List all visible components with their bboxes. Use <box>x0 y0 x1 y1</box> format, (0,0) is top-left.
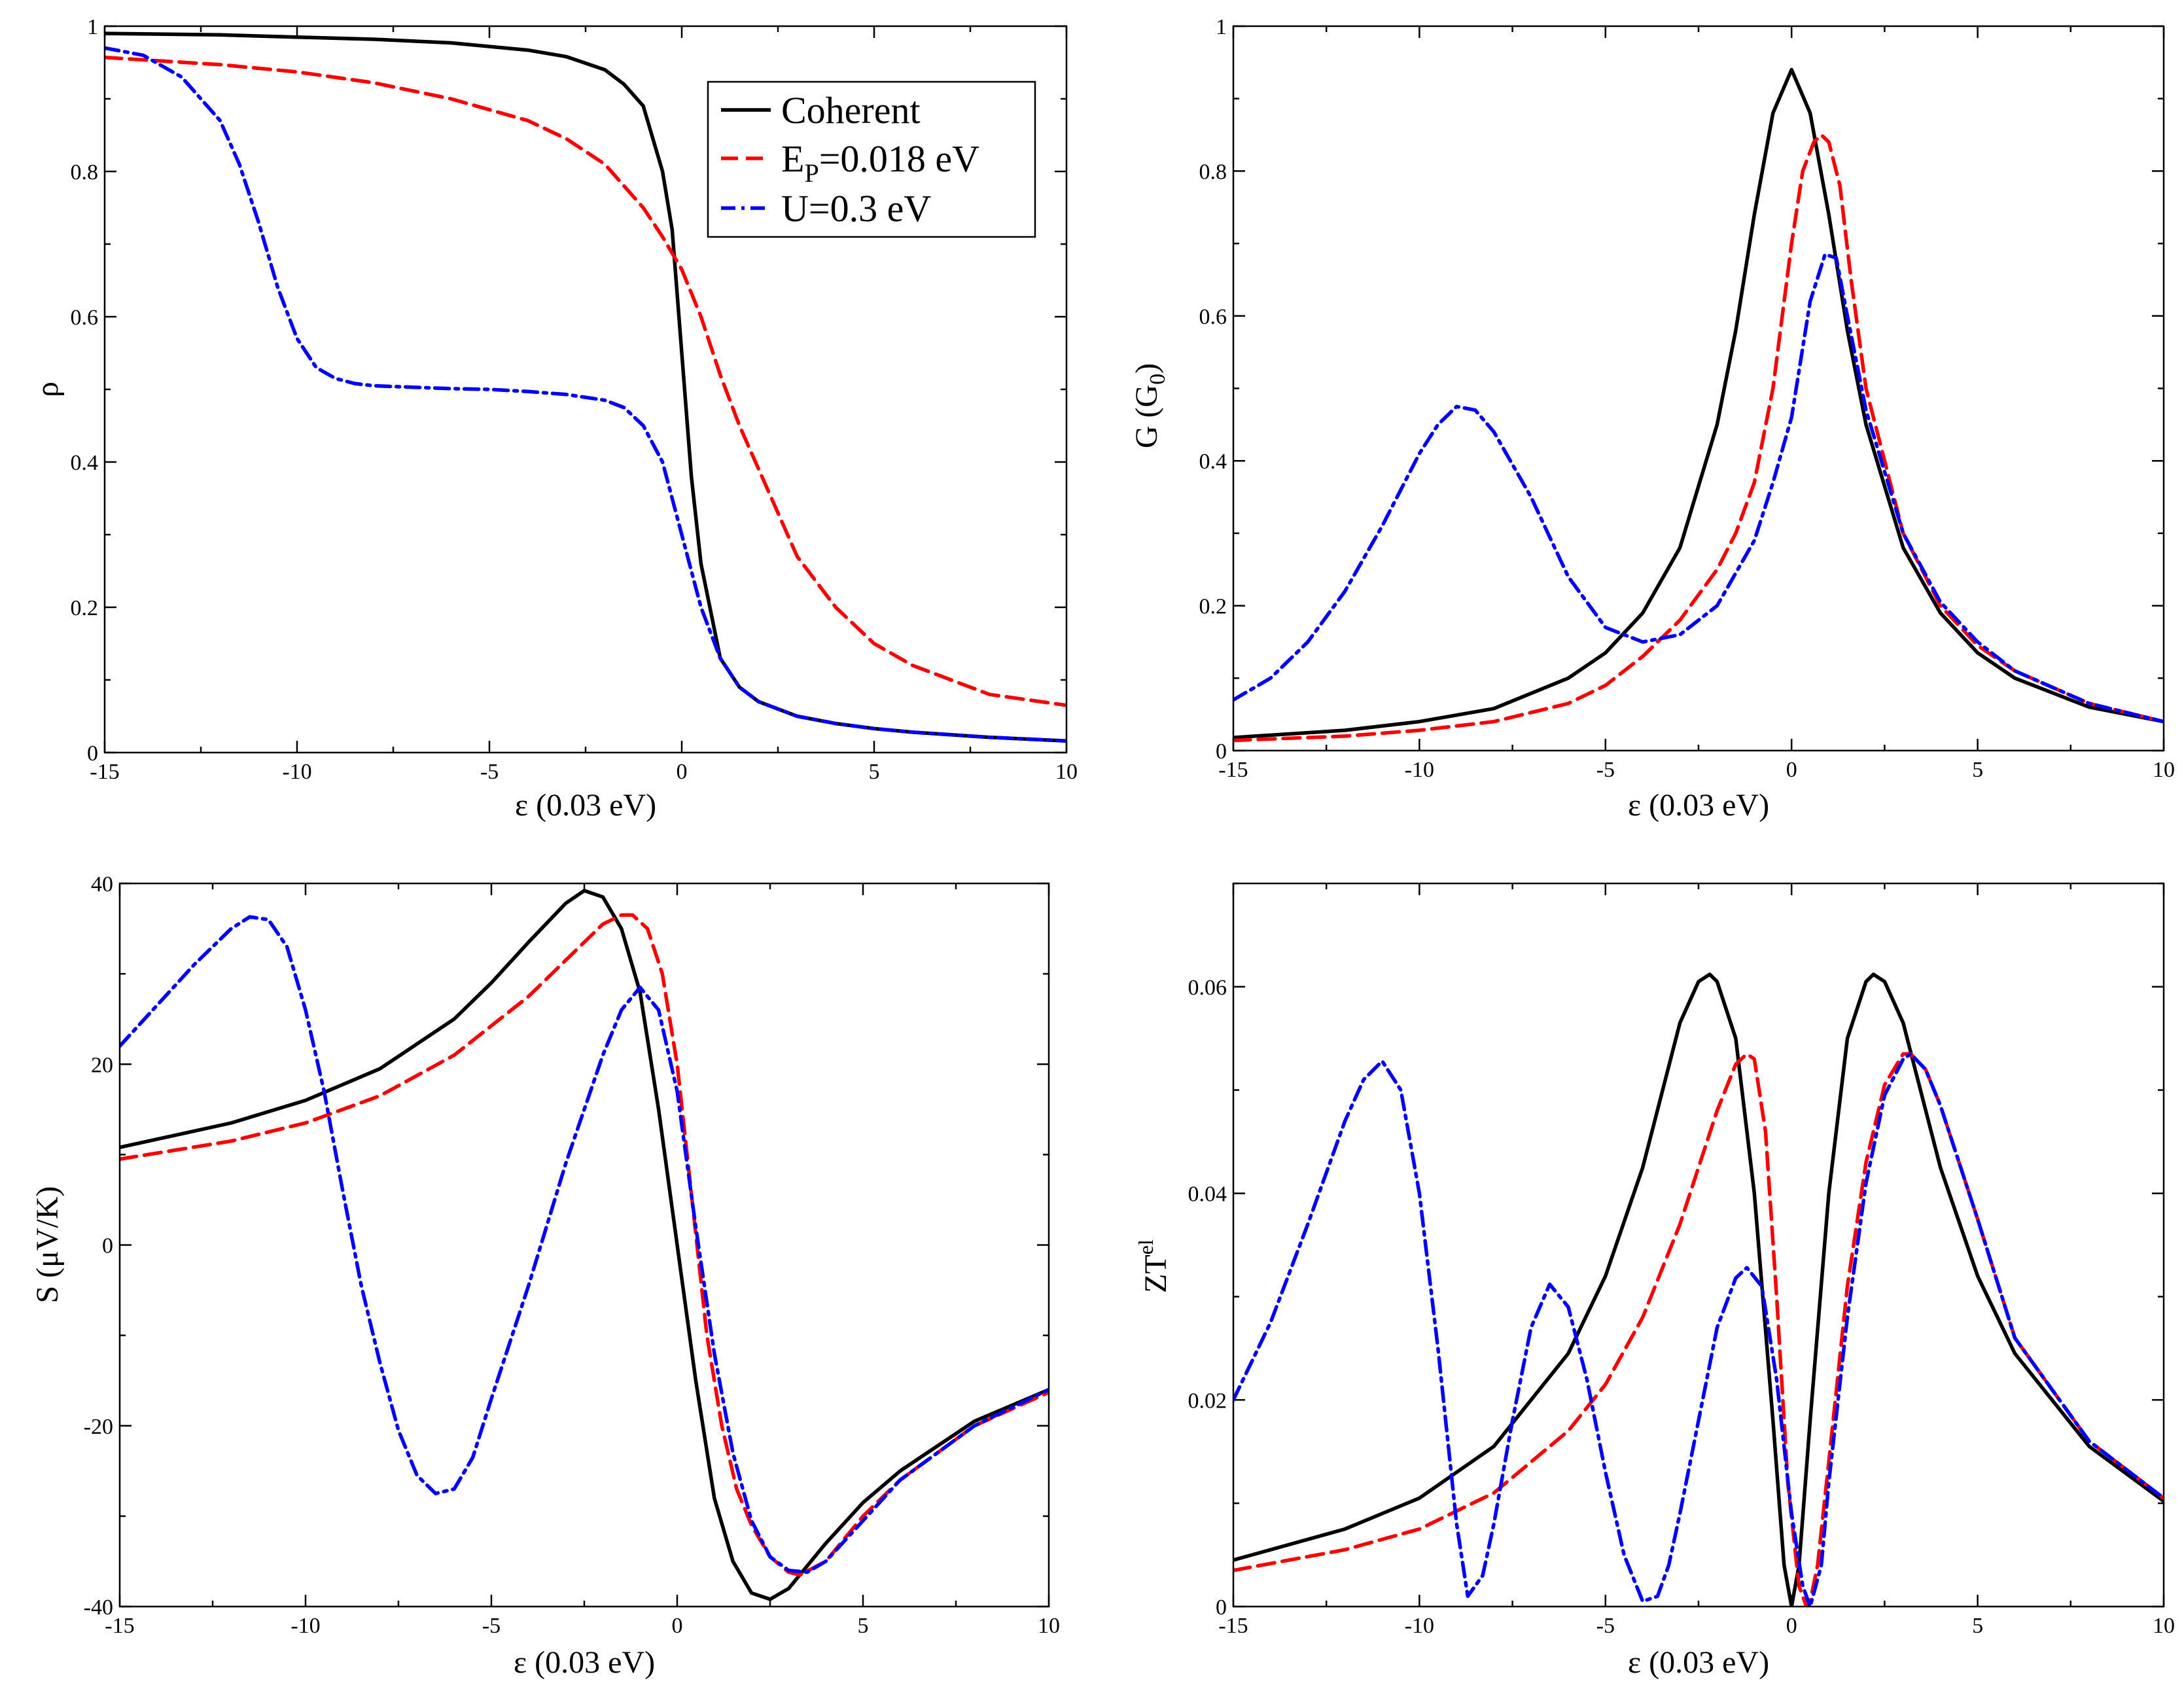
rho-y-axis-label: ρ <box>30 382 65 397</box>
zt-series-coherent <box>1233 972 2164 1607</box>
conductance-plot-area: -15 -10 -5 0 5 10 0 0.2 0.4 0.6 0.8 1 <box>1199 15 2175 782</box>
seebeck-plot-area: -15 -10 -5 0 5 10 -40 -20 0 20 40 <box>84 872 1060 1638</box>
conductance-x-axis-label: ε (0.03 eV) <box>1628 788 1769 823</box>
seebeck-x-tick-label: 5 <box>858 1614 869 1638</box>
rho-x-tick-label: -10 <box>282 760 311 784</box>
seebeck-x-tick-label: -15 <box>105 1614 134 1638</box>
seebeck-y-tick-label: 20 <box>91 1053 113 1077</box>
conductance-x-tick-label: -15 <box>1218 758 1248 782</box>
legend-label-coulomb: U=0.3 eV <box>781 187 931 230</box>
zt-x-tick-label: 0 <box>1786 1614 1797 1638</box>
seebeck-series-coulomb <box>120 915 1049 1574</box>
seebeck-x-tick-label: -10 <box>291 1614 320 1638</box>
zt-series-coulomb <box>1233 1052 2164 1607</box>
conductance-x-tick-label: 0 <box>1786 758 1797 782</box>
conductance-series-coulomb <box>1233 252 2164 724</box>
rho-axes-frame <box>103 25 1068 754</box>
zt-x-tick-label: -15 <box>1218 1614 1248 1638</box>
rho-x-tick-label: -15 <box>90 760 119 784</box>
seebeck-axes-frame <box>118 882 1050 1608</box>
legend-label-phonon-main: E <box>781 137 804 180</box>
zt-x-tick-label: 5 <box>1972 1614 1983 1638</box>
panel-rho: -15 -10 -5 0 5 10 0 0.2 0.4 0.6 0.8 1 ε (0.03 eV) ρ… <box>30 15 1078 823</box>
zt-x-axis-label: ε (0.03 eV) <box>1628 1645 1769 1680</box>
seebeck-x-tick-label: -5 <box>482 1614 501 1638</box>
seebeck-y-tick-label: -20 <box>84 1415 113 1439</box>
rho-y-tick-label: 0.8 <box>71 160 99 185</box>
conductance-x-tick-label: 10 <box>2153 758 2175 782</box>
legend-label-phonon-sub: P <box>804 158 819 188</box>
conductance-y-tick-label: 1 <box>1216 15 1227 39</box>
rho-x-tick-label: 0 <box>677 760 688 784</box>
conductance-axes-frame <box>1232 25 2165 752</box>
rho-series-coulomb <box>105 46 1066 743</box>
zt-x-tick-label: -10 <box>1405 1614 1434 1638</box>
seebeck-x-tick-label: 0 <box>672 1614 683 1638</box>
zt-y-tick-label: 0.02 <box>1188 1389 1227 1413</box>
rho-y-tick-label: 0.6 <box>71 306 99 330</box>
rho-x-tick-label: 10 <box>1055 760 1078 784</box>
rho-y-tick-label: 0.2 <box>71 596 99 620</box>
seebeck-y-tick-label: 40 <box>91 872 113 897</box>
rho-x-axis-label: ε (0.03 eV) <box>515 788 656 823</box>
rho-y-tick-label: 0.4 <box>71 451 99 475</box>
conductance-y-tick-label: 0.8 <box>1199 160 1227 184</box>
conductance-y-tick-label: 0.4 <box>1199 450 1227 474</box>
rho-plot-area: -15 -10 -5 0 5 10 0 0.2 0.4 0.6 0.8 1 <box>71 15 1078 784</box>
rho-x-tick-label: -5 <box>480 760 499 784</box>
conductance-x-tick-label: -10 <box>1405 758 1434 782</box>
rho-y-tick-label: 1 <box>87 15 98 39</box>
panel-zt: -15 -10 -5 0 5 10 0 0.02 0.04 0.06 ε (0.03 eV) ZT… <box>1134 882 2175 1680</box>
conductance-y-label-end: ) <box>1129 363 1164 374</box>
conductance-x-tick-label: 5 <box>1972 758 1983 782</box>
conductance-y-label-sub: 0 <box>1146 374 1170 385</box>
conductance-series-coherent <box>1233 67 2164 739</box>
seebeck-series-coherent <box>120 889 1049 1601</box>
legend: Coherent EP=0.018 eV U=0.3 eV <box>707 80 1036 238</box>
conductance-y-axis-label: G (G0) <box>1129 363 1170 448</box>
conductance-y-tick-label: 0.2 <box>1199 595 1227 619</box>
zt-plot-area: -15 -10 -5 0 5 10 0 0.02 0.04 0.06 <box>1188 882 2175 1638</box>
legend-label-coherent: Coherent <box>781 89 921 132</box>
seebeck-x-axis-label: ε (0.03 eV) <box>514 1645 655 1680</box>
zt-series-phonon <box>1233 1052 2164 1607</box>
conductance-y-label-main: G (G <box>1129 385 1164 448</box>
panel-conductance: -15 -10 -5 0 5 10 0 0.2 0.4 0.6 0.8 1 ε (0.03 eV) G… <box>1129 15 2175 823</box>
seebeck-y-tick-label: 0 <box>102 1234 113 1258</box>
zt-x-tick-label: -5 <box>1596 1614 1615 1638</box>
zt-y-label-sup: el <box>1134 1239 1157 1254</box>
zt-y-axis-label: ZTel <box>1134 1239 1173 1293</box>
rho-series-phonon <box>105 55 1066 707</box>
rho-x-tick-label: 5 <box>869 760 880 784</box>
zt-y-tick-label: 0.06 <box>1188 976 1227 1000</box>
zt-y-tick-label: 0 <box>1216 1595 1227 1620</box>
rho-y-tick-label: 0 <box>87 741 98 766</box>
legend-label-phonon-rest: =0.018 eV <box>819 137 979 180</box>
legend-label-phonon: EP=0.018 eV <box>781 137 979 188</box>
seebeck-x-tick-label: 10 <box>1038 1614 1060 1638</box>
zt-y-tick-label: 0.04 <box>1188 1182 1227 1207</box>
seebeck-y-tick-label: -40 <box>84 1595 113 1620</box>
conductance-x-tick-label: -5 <box>1596 758 1615 782</box>
zt-y-label-main: ZT <box>1138 1254 1173 1293</box>
seebeck-y-axis-label: S (μV/K) <box>30 1186 65 1303</box>
zt-axes-frame <box>1232 882 2165 1608</box>
panel-seebeck: -15 -10 -5 0 5 10 -40 -20 0 20 40 ε (0.03 eV) S (μ… <box>30 872 1060 1680</box>
seebeck-series-phonon <box>120 913 1049 1577</box>
conductance-y-tick-label: 0 <box>1216 739 1227 764</box>
conductance-series-phonon <box>1233 133 2164 743</box>
conductance-y-tick-label: 0.6 <box>1199 305 1227 329</box>
zt-x-tick-label: 10 <box>2153 1614 2175 1638</box>
